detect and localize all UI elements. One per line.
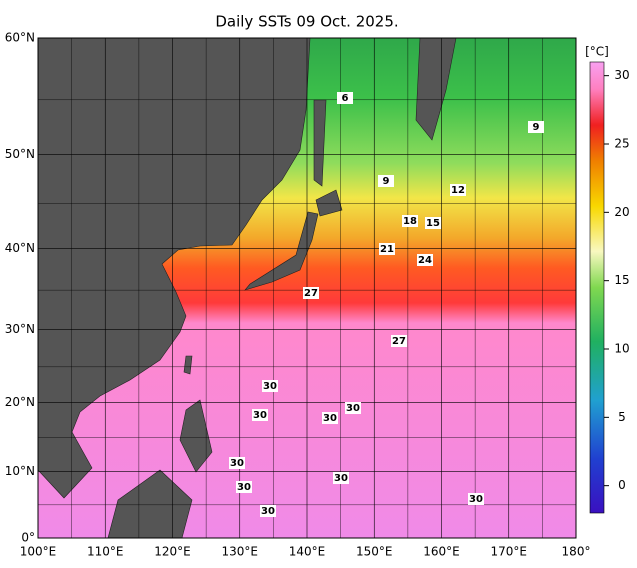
contour-label-box <box>260 505 276 517</box>
contour-label: 27 <box>304 288 318 299</box>
map-title: Daily SSTs 09 Oct. 2025. <box>215 13 398 31</box>
contour-label: 30 <box>263 381 277 392</box>
contour-label-box <box>425 217 441 229</box>
land <box>37 37 457 539</box>
contour-label: 30 <box>261 506 275 517</box>
lon-label: 170°E <box>491 545 528 559</box>
lon-label: 120°E <box>154 545 191 559</box>
contour-label: 9 <box>383 176 390 187</box>
colorbar-label: 25 <box>614 137 629 151</box>
colorbar-label: 15 <box>614 273 629 287</box>
contour-label: 21 <box>380 244 394 255</box>
lat-label: 60°N <box>5 31 35 45</box>
contour-label: 30 <box>323 413 337 424</box>
contour-label-box <box>402 215 418 227</box>
contour-label-box <box>337 92 353 104</box>
contour-label: 30 <box>469 494 483 505</box>
contour-label-box <box>468 493 484 505</box>
contour-label: 27 <box>392 336 406 347</box>
colorbar-label: 10 <box>614 342 629 356</box>
contour-label-box <box>391 335 407 347</box>
map-frame <box>37 37 577 539</box>
contour-label: 30 <box>346 403 360 414</box>
colorbar-label: 5 <box>618 410 626 424</box>
contour-label-box <box>236 481 252 493</box>
lon-label: 160°E <box>423 545 460 559</box>
lat-label: 50°N <box>5 147 35 161</box>
lat-label: 0° <box>21 531 35 545</box>
colorbar-unit: [°C] <box>585 45 609 59</box>
contour-label-box <box>229 457 245 469</box>
contour-label: 30 <box>237 482 251 493</box>
lat-label: 30°N <box>5 322 35 336</box>
lat-label: 20°N <box>5 395 35 409</box>
contour-label: 6 <box>342 93 349 104</box>
contour-label: 12 <box>451 185 465 196</box>
contour-label: 30 <box>334 473 348 484</box>
lat-label: 10°N <box>5 464 35 478</box>
colorbar <box>589 61 605 514</box>
contour-label-box <box>252 409 268 421</box>
contour-label: 15 <box>426 218 440 229</box>
contour-label-box <box>379 243 395 255</box>
contour-label-box <box>333 472 349 484</box>
lon-label: 140°E <box>289 545 326 559</box>
contour-label-box <box>528 121 544 133</box>
contour-label-box <box>378 175 394 187</box>
contour-label: 24 <box>418 255 432 266</box>
contour-label: 9 <box>533 122 540 133</box>
contour-label: 18 <box>403 216 417 227</box>
lon-label: 110°E <box>87 545 124 559</box>
contour-label: 30 <box>253 410 267 421</box>
lon-label: 150°E <box>356 545 393 559</box>
contour-label-box <box>450 184 466 196</box>
lon-label: 100°E <box>20 545 57 559</box>
lon-label: 130°E <box>222 545 259 559</box>
contour-label-box <box>303 287 319 299</box>
contour-label-box <box>417 254 433 266</box>
colorbar-label: 20 <box>614 205 629 219</box>
contour-label: 30 <box>230 458 244 469</box>
contour-label-box <box>345 402 361 414</box>
lon-label: 180° <box>562 545 591 559</box>
colorbar-label: 30 <box>614 68 629 82</box>
contour-label-box <box>262 380 278 392</box>
lat-label: 40°N <box>5 241 35 255</box>
colorbar-label: 0 <box>618 478 626 492</box>
contour-label-box <box>322 412 338 424</box>
